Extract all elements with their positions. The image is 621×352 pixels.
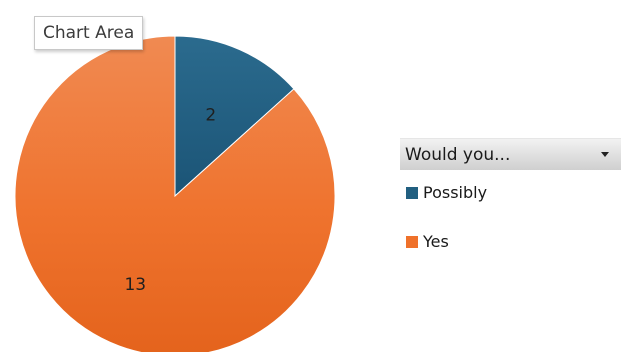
pie-slice-yes[interactable] xyxy=(14,35,336,352)
legend-swatch-possibly xyxy=(406,187,418,199)
pie-chart[interactable]: 2 13 xyxy=(0,0,360,352)
pie-data-labels: 2 13 xyxy=(124,106,216,296)
legend-label-possibly: Possibly xyxy=(423,183,488,202)
legend-filter-label: Would you... xyxy=(405,145,511,165)
pie-slices xyxy=(14,35,336,352)
legend-filter-dropdown[interactable]: Would you... xyxy=(400,138,621,170)
chart-area-tooltip: Chart Area xyxy=(34,16,144,50)
legend-label-yes: Yes xyxy=(423,232,449,251)
data-label-yes: 13 xyxy=(124,275,146,295)
pie-slice-possibly[interactable] xyxy=(174,35,295,198)
chevron-down-icon[interactable] xyxy=(601,152,609,157)
legend-swatch-yes xyxy=(406,236,418,248)
data-label-possibly: 2 xyxy=(205,106,216,126)
